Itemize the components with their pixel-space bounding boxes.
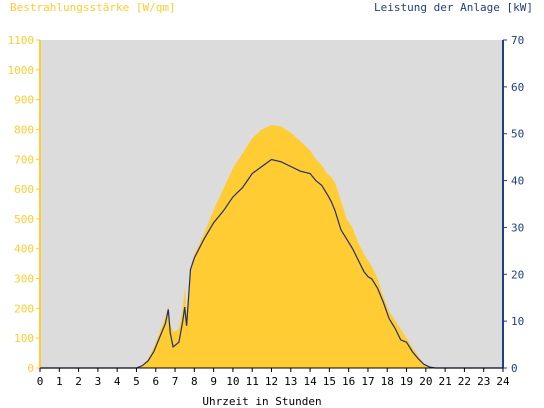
right-tick-label: 10 (511, 315, 524, 328)
right-tick-label: 60 (511, 81, 524, 94)
x-tick-label: 10 (226, 375, 239, 388)
x-tick-label: 7 (172, 375, 179, 388)
right-tick-label: 20 (511, 268, 524, 281)
x-tick-label: 1 (56, 375, 63, 388)
x-tick-label: 12 (265, 375, 278, 388)
x-tick-label: 4 (114, 375, 121, 388)
left-tick-label: 200 (14, 302, 34, 315)
left-tick-label: 1000 (8, 64, 35, 77)
right-tick-label: 40 (511, 175, 524, 188)
x-tick-label: 13 (284, 375, 297, 388)
x-tick-label: 8 (191, 375, 198, 388)
x-tick-label: 6 (152, 375, 159, 388)
irradiance-area (40, 124, 503, 368)
left-tick-label: 800 (14, 123, 34, 136)
x-tick-label: 9 (210, 375, 217, 388)
x-tick-label: 14 (303, 375, 317, 388)
axes-layer: 0100200300400500600700800900100011000102… (8, 34, 525, 388)
x-tick-label: 19 (400, 375, 413, 388)
right-tick-label: 50 (511, 128, 524, 141)
power-line (40, 158, 503, 369)
right-tick-label: 70 (511, 34, 524, 47)
left-axis-title: Bestrahlungsstärke [W/qm] (10, 1, 176, 14)
x-tick-label: 2 (75, 375, 82, 388)
left-tick-label: 600 (14, 183, 34, 196)
x-tick-label: 18 (381, 375, 394, 388)
left-tick-label: 500 (14, 213, 34, 226)
x-tick-label: 23 (477, 375, 490, 388)
x-tick-label: 5 (133, 375, 140, 388)
x-tick-label: 22 (458, 375, 471, 388)
x-tick-label: 3 (95, 375, 102, 388)
series-layer (40, 124, 503, 369)
left-tick-label: 1100 (8, 34, 35, 47)
x-tick-label: 11 (246, 375, 259, 388)
left-tick-label: 100 (14, 332, 34, 345)
right-tick-label: 0 (511, 362, 518, 375)
x-axis-title: Uhrzeit in Stunden (202, 395, 321, 408)
x-tick-label: 24 (496, 375, 510, 388)
left-tick-label: 400 (14, 243, 34, 256)
right-tick-label: 30 (511, 221, 524, 234)
right-axis-title: Leistung der Anlage [kW] (374, 1, 533, 14)
x-tick-label: 17 (361, 375, 374, 388)
x-tick-label: 0 (37, 375, 44, 388)
x-tick-label: 20 (419, 375, 432, 388)
left-tick-label: 700 (14, 153, 34, 166)
x-tick-label: 16 (342, 375, 355, 388)
left-tick-label: 0 (27, 362, 34, 375)
x-tick-label: 15 (323, 375, 336, 388)
left-tick-label: 900 (14, 94, 34, 107)
left-tick-label: 300 (14, 273, 34, 286)
x-tick-label: 21 (439, 375, 452, 388)
